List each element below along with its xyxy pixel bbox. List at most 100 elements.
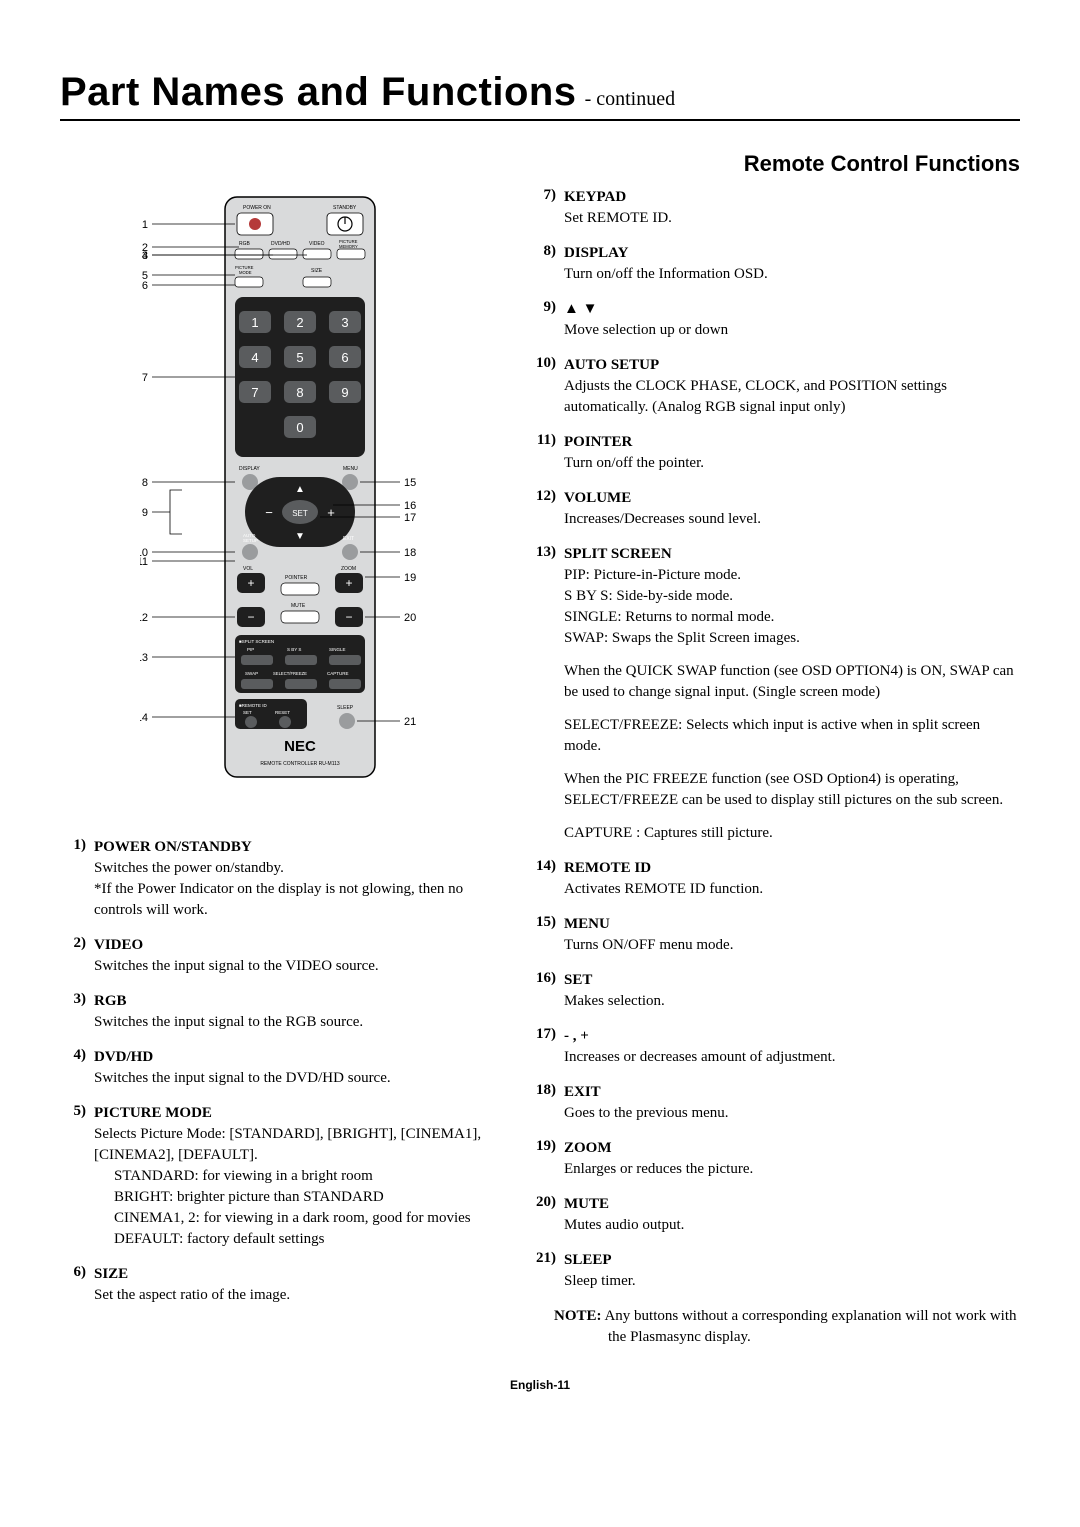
- list-item: 6)SIZESet the aspect ratio of the image.: [60, 1264, 500, 1306]
- item-title: MENU: [564, 914, 1020, 935]
- item-line: Makes selection.: [564, 991, 1020, 1012]
- svg-text:MEMORY: MEMORY: [339, 244, 358, 249]
- svg-text:ZOOM: ZOOM: [341, 566, 356, 572]
- svg-text:+: +: [345, 576, 352, 590]
- svg-text:STANDBY: STANDBY: [333, 205, 357, 211]
- item-body: POINTERTurn on/off the pointer.: [564, 432, 1020, 474]
- item-title: SET: [564, 970, 1020, 991]
- svg-text:18: 18: [404, 547, 416, 559]
- item-line: Selects Picture Mode: [STANDARD], [BRIGH…: [94, 1124, 500, 1166]
- item-number: 7): [530, 187, 564, 229]
- svg-text:9: 9: [341, 385, 348, 400]
- list-item: 12)VOLUMEIncreases/Decreases sound level…: [530, 488, 1020, 530]
- note-text: Any buttons without a corresponding expl…: [604, 1308, 1016, 1345]
- item-line: Turns ON/OFF menu mode.: [564, 935, 1020, 956]
- item-line: Activates REMOTE ID function.: [564, 879, 1020, 900]
- item-body: SLEEPSleep timer.: [564, 1250, 1020, 1292]
- svg-text:■SPLIT SCREEN: ■SPLIT SCREEN: [239, 639, 274, 644]
- item-line: PIP: Picture-in-Picture mode.: [564, 565, 1020, 586]
- item-title: PICTURE MODE: [94, 1103, 500, 1124]
- svg-text:6: 6: [142, 280, 148, 292]
- svg-text:POWER ON: POWER ON: [243, 205, 271, 211]
- svg-text:13: 13: [140, 652, 148, 664]
- item-title: DVD/HD: [94, 1047, 500, 1068]
- svg-text:7: 7: [142, 372, 148, 384]
- list-item: 21)SLEEPSleep timer.: [530, 1250, 1020, 1292]
- svg-text:4: 4: [142, 250, 148, 262]
- svg-text:SET: SET: [292, 509, 308, 518]
- item-number: 13): [530, 544, 564, 844]
- page-number: English-11: [60, 1378, 1020, 1392]
- list-item: 5)PICTURE MODESelects Picture Mode: [STA…: [60, 1103, 500, 1250]
- item-body: SETMakes selection.: [564, 970, 1020, 1012]
- item-number: 21): [530, 1250, 564, 1292]
- item-number: 10): [530, 355, 564, 418]
- item-line: Switches the input signal to the RGB sou…: [94, 1012, 500, 1033]
- item-body: ▲ ▼Move selection up or down: [564, 299, 1020, 341]
- svg-text:7: 7: [251, 385, 258, 400]
- svg-text:3: 3: [341, 315, 348, 330]
- svg-text:MENU: MENU: [343, 466, 358, 472]
- item-number: 2): [60, 935, 94, 977]
- item-title: POINTER: [564, 432, 1020, 453]
- item-line: Move selection up or down: [564, 320, 1020, 341]
- svg-text:−: −: [265, 505, 273, 520]
- item-title: MUTE: [564, 1194, 1020, 1215]
- svg-text:−: −: [247, 610, 254, 624]
- item-line: Goes to the previous menu.: [564, 1103, 1020, 1124]
- svg-text:2: 2: [296, 315, 303, 330]
- item-line: Turn on/off the pointer.: [564, 453, 1020, 474]
- item-number: 5): [60, 1103, 94, 1250]
- item-line: *If the Power Indicator on the display i…: [94, 879, 500, 921]
- svg-text:PIP: PIP: [247, 647, 254, 652]
- svg-text:SETUP: SETUP: [243, 538, 258, 543]
- list-item: 4)DVD/HDSwitches the input signal to the…: [60, 1047, 500, 1089]
- item-title: REMOTE ID: [564, 858, 1020, 879]
- item-line: Adjusts the CLOCK PHASE, CLOCK, and POSI…: [564, 376, 1020, 418]
- item-number: 6): [60, 1264, 94, 1306]
- section-subtitle: Remote Control Functions: [60, 151, 1020, 177]
- svg-text:SELECT/FREEZE: SELECT/FREEZE: [273, 671, 307, 676]
- item-line: Turn on/off the Information OSD.: [564, 264, 1020, 285]
- list-item: 13)SPLIT SCREENPIP: Picture-in-Picture m…: [530, 544, 1020, 844]
- item-body: PICTURE MODESelects Picture Mode: [STAND…: [94, 1103, 500, 1250]
- svg-text:REMOTE CONTROLLER RU-M113: REMOTE CONTROLLER RU-M113: [260, 761, 340, 767]
- svg-text:VIDEO: VIDEO: [309, 241, 325, 247]
- item-line: Switches the input signal to the VIDEO s…: [94, 956, 500, 977]
- item-line: Enlarges or reduces the picture.: [564, 1159, 1020, 1180]
- svg-text:5: 5: [296, 350, 303, 365]
- item-title: SLEEP: [564, 1250, 1020, 1271]
- item-subline: DEFAULT: factory default settings: [94, 1229, 500, 1250]
- note-label: NOTE:: [554, 1308, 602, 1324]
- svg-text:4: 4: [251, 350, 258, 365]
- item-title: ZOOM: [564, 1138, 1020, 1159]
- svg-text:▼: ▼: [295, 531, 305, 542]
- list-item: 9)▲ ▼Move selection up or down: [530, 299, 1020, 341]
- item-body: EXITGoes to the previous menu.: [564, 1082, 1020, 1124]
- item-body: DVD/HDSwitches the input signal to the D…: [94, 1047, 500, 1089]
- item-body: MUTEMutes audio output.: [564, 1194, 1020, 1236]
- svg-text:14: 14: [140, 712, 148, 724]
- svg-text:8: 8: [142, 477, 148, 489]
- svg-text:19: 19: [404, 572, 416, 584]
- item-title: VIDEO: [94, 935, 500, 956]
- item-line: Set the aspect ratio of the image.: [94, 1285, 500, 1306]
- svg-text:RESET: RESET: [275, 710, 290, 715]
- continued-label: - continued: [585, 88, 676, 111]
- item-line: Increases/Decreases sound level.: [564, 509, 1020, 530]
- item-line: Switches the power on/standby.: [94, 858, 500, 879]
- item-paragraph: CAPTURE : Captures still picture.: [564, 823, 1020, 844]
- item-body: SPLIT SCREENPIP: Picture-in-Picture mode…: [564, 544, 1020, 844]
- item-body: - , +Increases or decreases amount of ad…: [564, 1026, 1020, 1068]
- svg-text:SIZE: SIZE: [311, 268, 323, 274]
- svg-text:−: −: [345, 610, 352, 624]
- item-title: KEYPAD: [564, 187, 1020, 208]
- item-title: SIZE: [94, 1264, 500, 1285]
- item-title: SPLIT SCREEN: [564, 544, 1020, 565]
- svg-text:16: 16: [404, 500, 416, 512]
- list-item: 16)SETMakes selection.: [530, 970, 1020, 1012]
- item-number: 9): [530, 299, 564, 341]
- svg-text:+: +: [247, 576, 254, 590]
- svg-text:SWAP: SWAP: [245, 671, 258, 676]
- item-title: DISPLAY: [564, 243, 1020, 264]
